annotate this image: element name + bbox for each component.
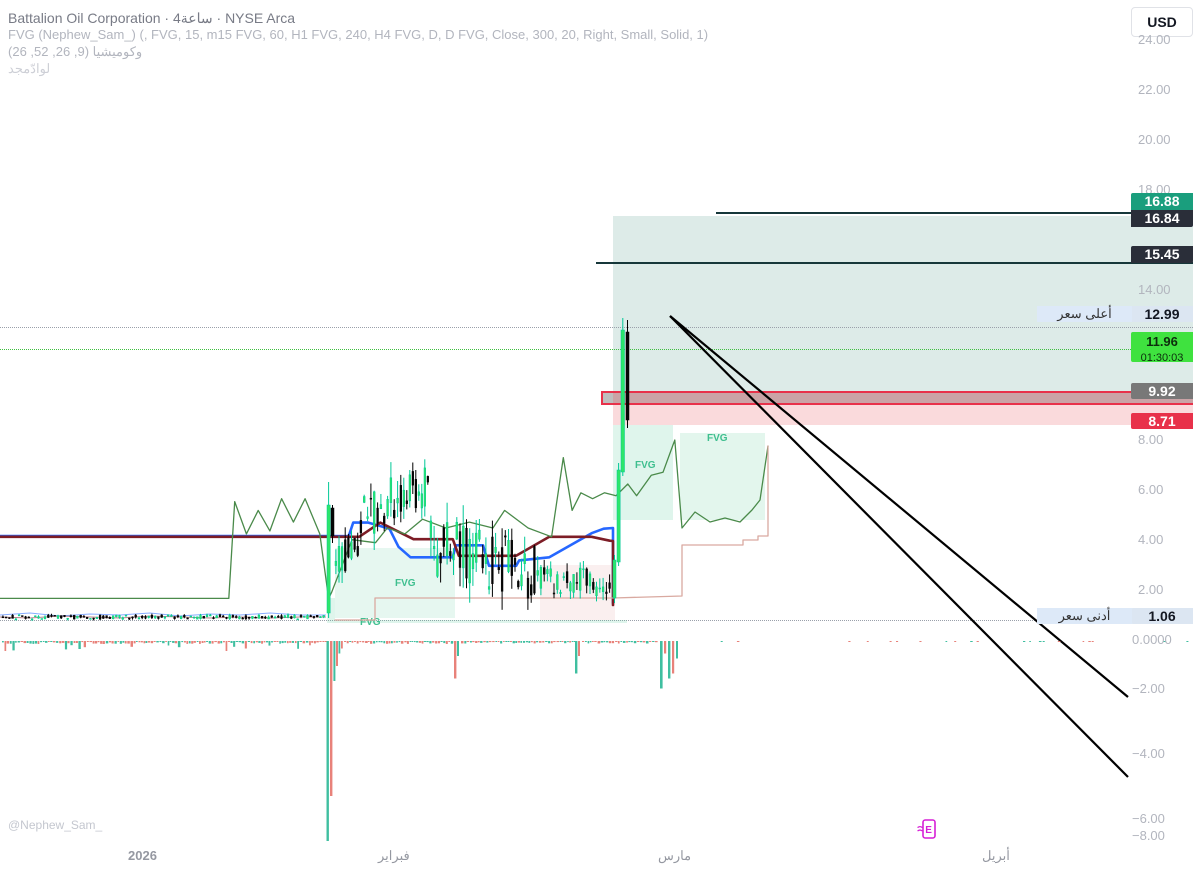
- svg-text:E: E: [925, 825, 932, 836]
